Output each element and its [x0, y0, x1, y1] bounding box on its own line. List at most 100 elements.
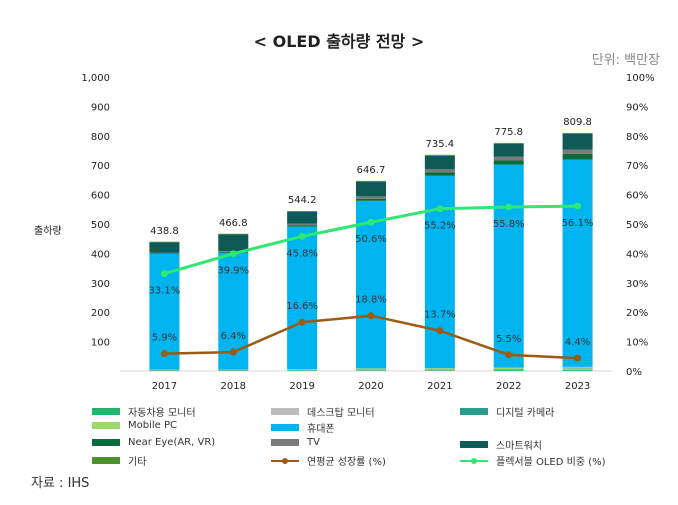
bar-segment [356, 370, 386, 371]
line-data-label: 13.7% [424, 310, 456, 321]
bar-segment [287, 211, 318, 224]
line-data-label: 18.8% [355, 295, 387, 306]
line-point [298, 232, 306, 240]
line-point [160, 350, 168, 358]
bar-segment [287, 369, 318, 371]
line-point [574, 354, 582, 362]
bar-segment [424, 155, 455, 170]
unit-label: 단위: 백만장 [591, 53, 660, 68]
bar-segment [424, 369, 455, 371]
y2-tick-label: 70% [626, 161, 648, 172]
bar-segment [562, 132, 593, 134]
bar-segment [218, 369, 249, 371]
bar-total-label: 775.8 [494, 127, 523, 138]
bar-segment [424, 172, 455, 176]
bar-segment [493, 143, 524, 157]
line-data-label: 55.8% [493, 219, 525, 230]
y2-tick-label: 0% [626, 367, 642, 378]
bar-total-label: 544.2 [288, 195, 317, 206]
y2-tick-label: 100% [626, 73, 655, 84]
line-point [367, 312, 375, 320]
y2-tick-label: 50% [626, 220, 648, 231]
y2-tick-label: 20% [626, 308, 648, 319]
y-tick-label: 800 [91, 132, 110, 143]
bar-segment [424, 169, 455, 173]
bar-segment [562, 370, 593, 371]
bar-segment [218, 234, 249, 252]
line-data-label: 4.4% [565, 337, 590, 348]
bar-segment [493, 370, 524, 371]
line-data-label: 5.9% [152, 333, 177, 344]
y-tick-label: 200 [91, 308, 110, 319]
bar-segment [493, 156, 524, 161]
line-data-label: 56.1% [562, 218, 594, 229]
y2-tick-label: 40% [626, 249, 648, 260]
bar-segment [493, 368, 524, 370]
y-axis-label: 출하량 [34, 226, 62, 237]
source-note: 자료 : IHS [31, 476, 90, 491]
bar-segment [287, 369, 318, 370]
bar-segment [562, 366, 593, 369]
y2-tick-label: 80% [626, 132, 648, 143]
bar-segment [562, 369, 593, 371]
line-point [229, 250, 237, 258]
bar-segment [149, 242, 180, 253]
line-point [298, 318, 306, 326]
bar-segment [287, 226, 318, 370]
bar-total-label: 646.7 [357, 165, 386, 176]
bar-segment [424, 369, 455, 370]
line-point [505, 351, 513, 359]
bar-segment [562, 159, 593, 367]
y2-tick-label: 60% [626, 191, 648, 202]
y-tick-label: 900 [91, 102, 110, 113]
bar-segment [356, 369, 386, 371]
bar-segment [424, 175, 455, 369]
line-point [574, 202, 582, 210]
bar-segment [493, 367, 524, 369]
bar-segment [149, 252, 180, 254]
line-point [367, 218, 375, 226]
bar-segment [287, 223, 318, 226]
y-tick-label: 100 [91, 338, 110, 349]
line-point [436, 327, 444, 335]
x-tick-label: 2021 [427, 381, 452, 392]
bar-total-label: 466.8 [219, 218, 248, 229]
line-point [505, 203, 513, 211]
bar-segment [562, 149, 593, 154]
x-tick-label: 2017 [152, 381, 177, 392]
bar-segment [356, 196, 386, 199]
line-data-label: 5.5% [496, 334, 521, 345]
x-tick-label: 2023 [565, 381, 590, 392]
y2-tick-label: 90% [626, 102, 648, 113]
line-data-label: 16.6% [286, 301, 318, 312]
bar-segment [562, 133, 593, 150]
y-tick-label: 400 [91, 249, 110, 260]
bar-segment [493, 369, 524, 371]
bar-segment [424, 370, 455, 371]
y-tick-label: 700 [91, 161, 110, 172]
bar-segment [562, 153, 593, 160]
bar-segment [493, 142, 524, 144]
line-point [229, 348, 237, 356]
bar-segment [149, 241, 180, 243]
y2-tick-label: 10% [626, 338, 648, 349]
bar-total-label: 438.8 [150, 226, 179, 237]
bar-segment [562, 368, 593, 370]
line-data-label: 33.1% [149, 286, 181, 297]
line-data-label: 39.9% [217, 266, 249, 277]
x-tick-label: 2020 [358, 381, 383, 392]
line-point [436, 205, 444, 213]
bar-segment [424, 368, 455, 370]
bar-segment [424, 154, 455, 156]
line-data-label: 50.6% [355, 234, 387, 245]
line-point [160, 270, 168, 278]
y-tick-label: 500 [91, 220, 110, 231]
bar-segment [149, 369, 180, 371]
bar-total-label: 809.8 [563, 117, 592, 128]
x-tick-label: 2019 [289, 381, 314, 392]
y-tick-label: 600 [91, 191, 110, 202]
x-tick-label: 2018 [221, 381, 246, 392]
chart-title: < OLED 출하량 전망 > [253, 32, 425, 51]
bar-segment [493, 164, 524, 368]
